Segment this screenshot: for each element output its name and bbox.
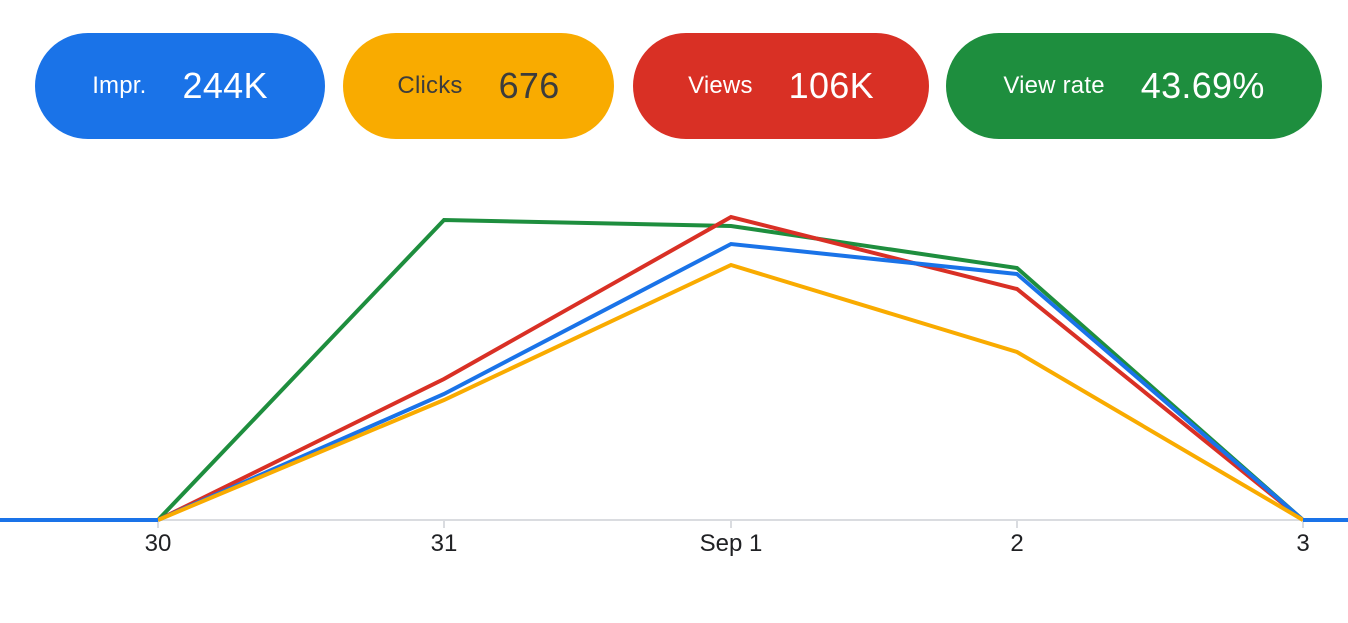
metric-pill-view-rate[interactable]: View rate 43.69% bbox=[946, 33, 1322, 139]
metric-label: View rate bbox=[1003, 72, 1105, 99]
series-line-0 bbox=[156, 217, 1305, 522]
metric-value: 244K bbox=[182, 65, 268, 106]
metric-value: 43.69% bbox=[1140, 65, 1265, 106]
series-line-1 bbox=[157, 214, 1305, 522]
series-line-2 bbox=[157, 241, 1305, 522]
metric-pill-views[interactable]: Views 106K bbox=[633, 33, 929, 139]
metric-label: Impr. bbox=[92, 72, 147, 99]
x-tick-label: 2 bbox=[1010, 530, 1023, 557]
x-tick-label: 30 bbox=[145, 530, 172, 557]
series-line-3 bbox=[157, 262, 1305, 522]
metric-value: 676 bbox=[498, 65, 560, 106]
metric-pill-clicks[interactable]: Clicks 676 bbox=[343, 33, 614, 139]
metric-value: 106K bbox=[788, 65, 874, 106]
metric-label: Views bbox=[688, 72, 753, 99]
x-tick-label: 3 bbox=[1296, 530, 1309, 557]
x-tick-label: Sep 1 bbox=[700, 530, 763, 557]
metric-pill-impressions[interactable]: Impr. 244K bbox=[35, 33, 325, 139]
metric-label: Clicks bbox=[397, 72, 463, 99]
x-tick-label: 31 bbox=[431, 530, 458, 557]
